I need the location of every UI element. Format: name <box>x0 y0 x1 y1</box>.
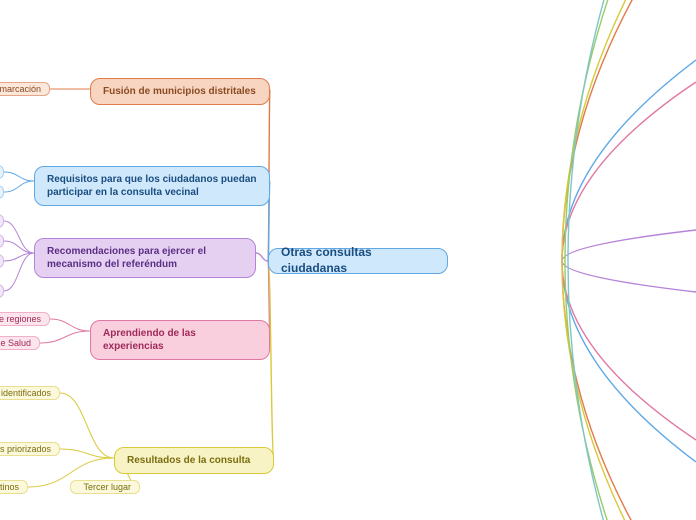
branch-label: Resultados de la consulta <box>127 454 250 467</box>
branch-label: Requisitos para que los ciudadanos pueda… <box>47 173 257 199</box>
leaf-node[interactable]: …o <box>0 284 4 298</box>
leaf-label: …upo de problemas identificados <box>0 388 51 399</box>
branch-label: Recomendaciones para ejercer el mecanism… <box>47 245 243 271</box>
leaf-node[interactable]: …o <box>0 234 4 248</box>
branch-node-fusion[interactable]: Fusión de municipios distritales <box>90 78 270 105</box>
root-node[interactable]: Otras consultas ciudadanas <box>268 248 448 274</box>
leaf-node[interactable]: …n de Salud <box>0 336 40 350</box>
leaf-node[interactable]: …o <box>0 254 4 268</box>
branch-node-resultados[interactable]: Resultados de la consulta <box>114 447 274 474</box>
branch-label: Fusión de municipios distritales <box>103 85 256 98</box>
leaf-node[interactable]: Tercer lugar <box>70 480 140 494</box>
leaf-node[interactable]: …a <box>0 185 4 199</box>
leaf-label: …estinos <box>0 482 19 493</box>
branch-node-requisitos[interactable]: Requisitos para que los ciudadanos pueda… <box>34 166 270 206</box>
leaf-label: Tercer lugar <box>83 482 131 493</box>
leaf-node[interactable]: …d <box>0 165 4 179</box>
leaf-label: …loque de problemas priorizados <box>0 444 51 455</box>
leaf-node[interactable]: …o <box>0 214 4 228</box>
branch-node-recomendaciones[interactable]: Recomendaciones para ejercer el mecanism… <box>34 238 256 278</box>
leaf-node[interactable]: …estinos <box>0 480 28 494</box>
branch-label: Aprendiendo de las experiencias <box>103 327 257 353</box>
root-label: Otras consultas ciudadanas <box>281 245 435 276</box>
leaf-node[interactable]: …rmación de regiones <box>0 312 50 326</box>
leaf-node[interactable]: …loque de problemas priorizados <box>0 442 60 456</box>
leaf-label: …técnica de demarcación <box>0 84 41 95</box>
node-layer: Otras consultas ciudadanas Fusión de muni… <box>0 0 696 520</box>
leaf-label: …rmación de regiones <box>0 314 41 325</box>
leaf-node[interactable]: …técnica de demarcación <box>0 82 50 96</box>
branch-node-aprendiendo[interactable]: Aprendiendo de las experiencias <box>90 320 270 360</box>
mindmap-stage: Otras consultas ciudadanas Fusión de muni… <box>0 0 696 520</box>
leaf-node[interactable]: …upo de problemas identificados <box>0 386 60 400</box>
leaf-label: …n de Salud <box>0 338 31 349</box>
